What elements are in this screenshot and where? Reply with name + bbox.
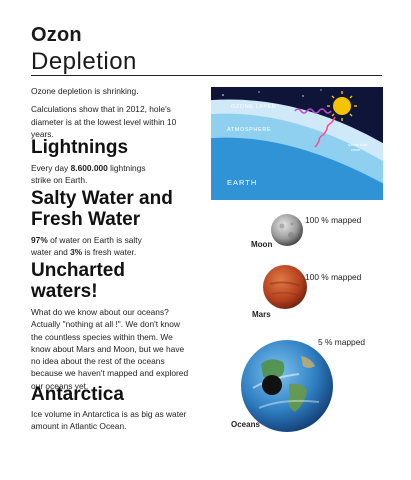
antarctica-text: Ice volume in Antarctica is as big as wa… xyxy=(31,408,186,433)
water-line1: 97% of water on Earth is salty xyxy=(31,235,142,245)
oceans-illustration xyxy=(239,338,335,439)
uncharted-heading-line1: Uncharted xyxy=(31,260,125,281)
label-ozone-hole: ozone hole xyxy=(348,142,368,147)
lightnings-line2: strike on Earth. xyxy=(31,175,88,186)
label-atmosphere: ATMOSPHERE xyxy=(227,127,271,133)
water-heading: Salty Water and Fresh Water xyxy=(31,188,173,230)
water-heading-line1: Salty Water and xyxy=(31,188,173,209)
water-text: 97% of water on Earth is salty water and… xyxy=(31,234,142,259)
uv-ray-icon-2 xyxy=(314,116,336,148)
mars-mapped: 100 % mapped xyxy=(305,272,362,282)
moon-mapped: 100 % mapped xyxy=(305,215,362,225)
ozone-p2-line2: diameter is at the lowest level within 1… xyxy=(31,116,177,127)
antarctica-line2: amount in Atlantic Ocean. xyxy=(31,421,127,432)
mars-illustration xyxy=(262,264,308,315)
uncharted-line: the countless species within them. We xyxy=(31,331,173,342)
lightnings-text: Every day 8.600.000 lightnings strike on… xyxy=(31,162,146,187)
uncharted-heading: Uncharted waters! xyxy=(31,260,125,302)
uv-ray-icon xyxy=(294,108,332,114)
title-divider xyxy=(31,75,382,76)
label-earth: EARTH xyxy=(227,178,257,187)
label-ozone-layer: OZONE LAYER xyxy=(231,104,276,110)
title-line-1: Ozon xyxy=(31,24,82,46)
ozone-p2-line1: Calculations show that in 2012, hole's xyxy=(31,104,171,115)
moon-illustration xyxy=(270,213,304,252)
antarctica-heading: Antarctica xyxy=(31,384,124,405)
ozone-p1: Ozone depletion is shrinking. xyxy=(31,86,139,96)
label-ozone-circle: circle xyxy=(351,147,361,152)
uncharted-text: What do we know about our oceans? Actual… xyxy=(31,306,188,392)
ozone-text: Ozone depletion is shrinking. Calculatio… xyxy=(31,85,176,140)
water-line2: water and 3% is fresh water. xyxy=(31,247,137,258)
lightnings-line1: Every day 8.600.000 lightnings xyxy=(31,163,146,173)
ozone-p2-line3: years. xyxy=(31,128,54,139)
oceans-mapped-marker xyxy=(262,375,282,395)
oceans-label: Oceans xyxy=(231,420,260,429)
uncharted-line: know about Mars and Moon, but we have xyxy=(31,343,185,354)
oceans-mapped: 5 % mapped xyxy=(318,337,366,347)
uncharted-line: because we haven't mapped and explored xyxy=(31,368,189,379)
moon-label: Moon xyxy=(251,240,273,249)
uncharted-line: Actually "nothing at all !". We don't kn… xyxy=(31,319,180,330)
antarctica-line1: Ice volume in Antarctica is as big as wa… xyxy=(31,409,187,419)
title-line-2: Depletion xyxy=(31,48,137,75)
mars-label: Mars xyxy=(252,310,271,319)
uncharted-line: no idea about the rest of the oceans xyxy=(31,356,165,367)
ozone-p2: Calculations show that in 2012, hole's d… xyxy=(31,103,176,140)
uncharted-line: What do we know about our oceans? xyxy=(31,307,169,317)
uncharted-heading-line2: waters! xyxy=(31,281,98,302)
water-heading-line2: Fresh Water xyxy=(31,209,141,230)
sun-icon xyxy=(327,91,357,121)
uncharted-line: our oceans yet. xyxy=(31,380,89,391)
lightnings-heading: Lightnings xyxy=(31,137,129,158)
ozone-illustration: OZONE LAYER ATMOSPHERE EARTH ozone hole … xyxy=(211,87,383,200)
